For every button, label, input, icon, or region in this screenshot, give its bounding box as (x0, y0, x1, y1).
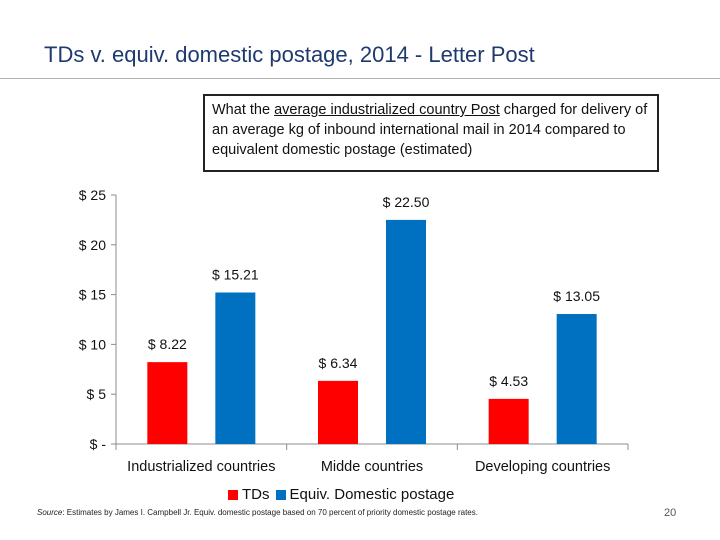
y-tick-label: $ 25 (79, 187, 106, 203)
y-tick-label: $ 10 (79, 336, 106, 352)
data-label: $ 13.05 (553, 288, 600, 304)
y-tick-label: $ - (90, 436, 107, 452)
bar (386, 219, 426, 444)
x-tick-label: Industrialized countries (127, 459, 275, 475)
page-number: 20 (664, 507, 677, 519)
bar (556, 314, 597, 444)
source-text: : Estimates by James I. Campbell Jr. Equ… (62, 508, 478, 517)
legend-label-tds: TDs (242, 486, 270, 503)
data-label: $ 4.53 (489, 373, 528, 389)
legend-item-domestic: Equiv. Domestic postage (275, 486, 455, 503)
source-note: Source: Estimates by James I. Campbell J… (37, 508, 478, 517)
bar (318, 380, 358, 444)
data-label: $ 6.34 (319, 355, 358, 371)
caption-rest: charged for delivery of an average kg of… (212, 102, 648, 158)
bar (488, 398, 529, 444)
data-label: $ 15.21 (212, 267, 259, 283)
legend-item-tds: TDs (228, 486, 270, 503)
legend-label-domestic: Equiv. Domestic postage (289, 486, 455, 503)
bar (215, 292, 256, 444)
x-tick-label: Developing countries (475, 459, 610, 475)
y-tick-label: $ 20 (79, 237, 106, 253)
y-tick-label: $ 15 (79, 287, 106, 303)
caption-lead: What the (212, 102, 275, 118)
legend-swatch-tds (228, 489, 238, 500)
chart-legend: TDs Equiv. Domestic postage (228, 486, 460, 503)
chart-caption: What the average industrialized country … (203, 94, 659, 172)
title-divider (0, 78, 720, 79)
caption-underlined: average industrialized country Post (274, 102, 500, 118)
source-label: Source (37, 508, 63, 517)
legend-swatch-domestic (275, 489, 286, 500)
x-tick-label: Midde countries (321, 459, 423, 475)
y-tick-label: $ 5 (87, 386, 107, 402)
slide-title: TDs v. equiv. domestic postage, 2014 - L… (44, 42, 535, 67)
bar (147, 362, 188, 444)
data-label: $ 22.50 (383, 194, 430, 210)
data-label: $ 8.22 (148, 336, 187, 352)
